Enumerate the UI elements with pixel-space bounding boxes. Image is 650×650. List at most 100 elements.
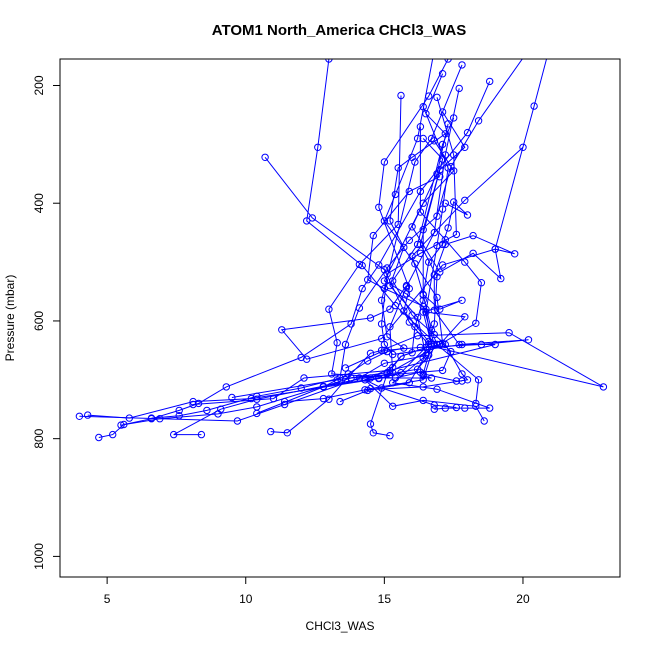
data-point: [458, 296, 466, 304]
data-point: [303, 355, 311, 363]
data-point: [386, 217, 394, 225]
data-point: [408, 252, 416, 260]
data-point: [189, 400, 197, 409]
data-point: [419, 199, 427, 207]
data-point: [455, 84, 463, 93]
series-line: [270, 140, 604, 434]
axes-layer: 5 10 15 20 200 400 600 800 1000: [32, 75, 530, 606]
data-point: [427, 326, 436, 335]
data-point: [480, 417, 488, 425]
data-point: [430, 320, 438, 328]
data-point: [95, 433, 103, 442]
data-point: [261, 153, 269, 162]
data-point: [314, 143, 322, 152]
data-point: [433, 170, 441, 178]
data-point: [341, 376, 350, 384]
data-point: [441, 340, 449, 349]
series-line: [284, 176, 441, 403]
data-point: [458, 377, 466, 385]
data-point: [228, 393, 236, 402]
series-line: [363, 138, 457, 408]
data-point: [427, 374, 436, 382]
data-point: [389, 402, 397, 410]
data-point: [461, 313, 469, 321]
data-point: [366, 420, 375, 428]
series-line: [364, 88, 485, 422]
series-line: [339, 73, 447, 403]
data-point: [430, 401, 438, 409]
data-point: [380, 284, 389, 293]
series-layer: [75, 59, 608, 442]
data-point: [452, 377, 461, 385]
data-point: [375, 203, 383, 212]
data-point: [267, 427, 275, 436]
data-point: [444, 59, 452, 63]
data-point: [497, 274, 505, 283]
data-point: [408, 311, 416, 319]
data-point: [469, 249, 477, 258]
data-point: [474, 376, 483, 384]
data-point: [419, 296, 427, 304]
data-point: [377, 346, 386, 355]
data-point: [458, 61, 466, 69]
data-point: [519, 143, 527, 152]
data-point: [455, 340, 463, 349]
data-point: [377, 334, 386, 343]
y-tick-label: 400: [32, 193, 46, 213]
data-point: [303, 217, 311, 225]
data-point: [452, 403, 461, 412]
data-point: [386, 305, 394, 313]
data-point: [117, 421, 125, 429]
data-point: [469, 231, 477, 240]
data-point: [408, 223, 416, 231]
data-point: [477, 340, 486, 349]
data-point: [394, 220, 402, 229]
data-point: [463, 211, 472, 219]
series-9: [336, 70, 449, 406]
data-point: [386, 323, 394, 331]
data-point: [364, 276, 372, 284]
data-point: [397, 352, 405, 360]
data-point: [472, 319, 480, 327]
data-point: [341, 340, 350, 349]
data-point: [377, 384, 386, 392]
data-point: [405, 187, 413, 196]
data-point: [461, 143, 469, 152]
data-point: [380, 217, 389, 225]
data-point: [336, 397, 344, 406]
data-point: [419, 226, 427, 234]
series-line: [151, 59, 523, 419]
data-point: [411, 158, 419, 166]
data-point: [411, 323, 419, 331]
data-point: [441, 240, 449, 249]
data-point: [389, 363, 397, 372]
data-point: [400, 307, 408, 315]
data-point: [441, 199, 449, 207]
data-point: [402, 281, 411, 290]
series-line: [87, 156, 430, 419]
y-tick-label: 1000: [32, 543, 46, 570]
data-point: [300, 374, 308, 382]
x-tick-label: 5: [104, 592, 111, 606]
data-point: [377, 296, 386, 304]
data-point: [491, 340, 499, 349]
data-point: [436, 268, 444, 276]
data-point: [474, 117, 483, 125]
data-point: [472, 402, 480, 410]
data-point: [486, 404, 494, 412]
data-point: [355, 304, 364, 312]
data-point: [491, 245, 499, 253]
series-line: [173, 59, 438, 436]
data-point: [430, 405, 438, 413]
data-point: [450, 167, 458, 175]
data-point: [425, 258, 433, 266]
data-point: [325, 59, 333, 63]
x-tick-label: 20: [516, 592, 530, 606]
data-point: [361, 376, 369, 384]
data-point: [203, 406, 211, 415]
data-point: [436, 305, 444, 313]
data-point: [486, 77, 494, 86]
data-point: [333, 376, 341, 384]
series-line: [323, 95, 432, 387]
